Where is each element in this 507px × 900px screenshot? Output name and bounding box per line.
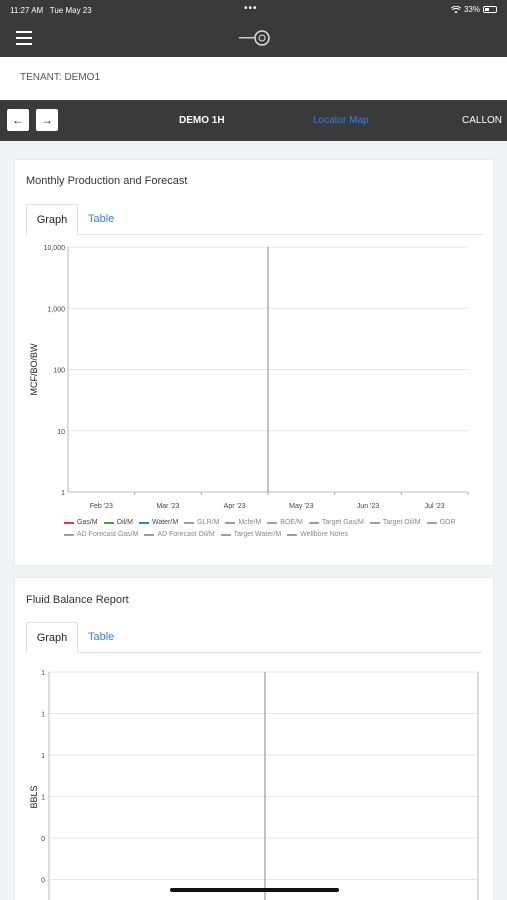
legend-swatch xyxy=(225,522,236,524)
app-logo xyxy=(239,30,270,46)
monthly-production-card: Monthly Production and Forecast Graph Ta… xyxy=(15,160,493,565)
previous-well-button[interactable]: ← xyxy=(7,109,29,131)
wifi-icon xyxy=(450,5,461,13)
legend-label: Gas/M xyxy=(77,519,98,526)
tab-table[interactable]: Table xyxy=(88,213,115,225)
legend-label: Target Gas/M xyxy=(321,519,364,526)
legend-label: AD Forecast Gas/M xyxy=(77,531,139,538)
legend-label: Wellbore Notes xyxy=(300,531,348,538)
fluid-balance-card: Fluid Balance Report Graph Table 1 1 1 1 0 0 B… xyxy=(15,578,493,900)
monthly-tabs: Graph Table xyxy=(26,204,482,235)
x-tick-label: May '23 xyxy=(289,503,313,510)
x-tick-label: Jun '23 xyxy=(357,503,379,510)
legend-label: BOE/M xyxy=(280,519,303,526)
menu-icon[interactable] xyxy=(16,31,32,45)
legend-label: Water/M xyxy=(151,519,179,526)
card-title: Fluid Balance Report xyxy=(26,594,129,606)
legend-swatch xyxy=(369,522,380,524)
legend-swatch xyxy=(138,522,149,524)
y-axis-label: MCF/BO/BW xyxy=(29,343,39,396)
tab-graph[interactable]: Graph xyxy=(26,204,78,235)
tenant-label: TENANT: DEMO1 xyxy=(20,72,101,83)
legend-swatch xyxy=(267,522,278,524)
x-tick-label: Apr '23 xyxy=(224,503,246,510)
multitasking-dots[interactable]: ••• xyxy=(244,3,258,14)
legend-item[interactable]: AD Forecast Gas/M xyxy=(64,529,138,541)
legend-item[interactable]: Gas/M xyxy=(64,517,98,529)
y-tick-label: 10 xyxy=(57,429,65,436)
legend-swatch xyxy=(144,534,155,536)
y-tick-label: 10,000 xyxy=(44,245,66,252)
home-indicator[interactable] xyxy=(170,888,339,892)
tab-graph[interactable]: Graph xyxy=(26,622,78,653)
legend-label: Mcfe/M xyxy=(238,519,262,526)
monthly-production-chart[interactable]: 1 10 100 1,000 10,000 Feb '23 Mar '23 Apr '23 Ma… xyxy=(15,242,493,600)
status-bar: 11:27 AM Tue May 23 ••• 33% xyxy=(0,0,507,22)
y-tick-label: 0 xyxy=(41,836,45,843)
next-well-button[interactable]: → xyxy=(36,109,58,131)
legend-item[interactable]: Oil/M xyxy=(103,517,133,529)
legend-item[interactable]: GLR/M xyxy=(184,517,219,529)
status-time: 11:27 AM Tue May 23 xyxy=(10,6,92,15)
x-tick-label: Feb '23 xyxy=(90,503,113,510)
y-axis-label: BBLS xyxy=(29,785,39,808)
legend-swatch xyxy=(64,534,74,536)
battery-icon xyxy=(483,6,497,13)
locator-map-link[interactable]: Locator Map xyxy=(313,115,369,126)
legend-label: GOR xyxy=(439,519,456,526)
legend-label: GLR/M xyxy=(197,519,220,526)
y-tick-label: 1 xyxy=(41,753,45,760)
legend-label: Target Oil/M xyxy=(382,519,421,526)
legend-item[interactable]: Mcfe/M xyxy=(225,517,261,529)
y-tick-label: 1 xyxy=(61,490,65,497)
tenant-bar: TENANT: DEMO1 xyxy=(0,57,507,100)
operator-name: CALLON xyxy=(461,115,502,126)
legend-swatch xyxy=(426,522,437,524)
legend-swatch xyxy=(308,522,319,524)
status-right: 33% xyxy=(450,5,497,14)
x-tick-label: Mar '23 xyxy=(156,503,179,510)
legend-item[interactable]: Target Gas/M xyxy=(308,517,364,529)
legend-item[interactable]: Target Water/M xyxy=(220,529,282,541)
app-bar xyxy=(0,22,507,57)
legend-swatch xyxy=(184,522,195,524)
y-tick-label: 1 xyxy=(41,712,45,719)
y-tick-label: 1 xyxy=(41,670,45,677)
legend-item[interactable]: Water/M xyxy=(138,517,179,529)
tab-table[interactable]: Table xyxy=(88,631,115,643)
legend-swatch xyxy=(64,522,74,524)
battery-percent: 33% xyxy=(463,5,480,14)
legend-item[interactable]: GOR xyxy=(426,517,456,529)
chart-legend: Gas/M Oil/M Water/M GLR/M Mcfe/M BOE/M Target … xyxy=(64,517,469,541)
legend-item[interactable]: Wellbore Notes xyxy=(287,529,348,541)
well-name: DEMO 1H xyxy=(179,115,225,126)
legend-label: AD Forecast Oil/M xyxy=(157,531,215,538)
legend-item[interactable]: Target Oil/M xyxy=(369,517,421,529)
legend-label: Oil/M xyxy=(116,519,133,526)
fluid-balance-chart[interactable]: 1 1 1 1 0 0 BBLS xyxy=(15,660,493,900)
legend-swatch xyxy=(220,534,231,536)
legend-label: Target Water/M xyxy=(233,531,282,538)
y-tick-label: 1,000 xyxy=(47,306,65,313)
y-tick-label: 100 xyxy=(53,368,65,375)
y-tick-label: 0 xyxy=(41,878,45,885)
legend-item[interactable]: BOE/M xyxy=(267,517,303,529)
y-tick-label: 1 xyxy=(41,795,45,802)
x-tick-label: Jul '23 xyxy=(425,503,445,510)
legend-swatch xyxy=(287,534,298,536)
fluid-tabs: Graph Table xyxy=(26,622,482,653)
legend-swatch xyxy=(103,522,114,524)
card-title: Monthly Production and Forecast xyxy=(26,175,188,187)
well-nav-bar: ← → DEMO 1H Locator Map CALLON xyxy=(0,100,507,141)
legend-item[interactable]: AD Forecast Oil/M xyxy=(144,529,215,541)
